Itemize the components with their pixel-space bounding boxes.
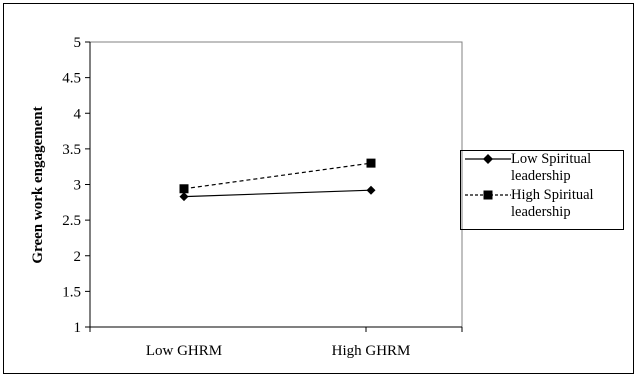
series-layer — [179, 158, 376, 202]
data-point-diamond — [366, 185, 376, 195]
legend-label-high-line2: leadership — [511, 204, 571, 220]
y-tick-label: 1 — [74, 320, 82, 336]
series-line-1 — [183, 162, 372, 190]
data-point-square — [366, 158, 376, 168]
y-axis-title: Green work engagement — [30, 106, 46, 263]
y-tick-label: 2.5 — [62, 213, 81, 229]
y-tick-label: 1.5 — [62, 284, 81, 300]
legend-label-low-line2: leadership — [511, 168, 571, 184]
legend: Low Spiritual leadership High Spiritual … — [460, 150, 624, 230]
y-axis: 1 1.5 2 2.5 3 3.5 4 4.5 5 — [62, 35, 91, 336]
plot-area — [89, 41, 463, 328]
x-axis: Low GHRM High GHRM — [89, 326, 463, 359]
data-point-square — [179, 184, 189, 194]
legend-label-high-line1: High Spiritual — [511, 187, 594, 203]
x-category-label: Low GHRM — [146, 343, 222, 359]
y-tick-label: 2 — [74, 249, 82, 265]
x-category-label: High GHRM — [332, 343, 411, 359]
series-line-0 — [183, 189, 372, 198]
legend-item-low-spiritual: Low Spiritual leadership — [461, 151, 623, 187]
legend-swatch-dashed-square — [465, 190, 511, 200]
legend-item-high-spiritual: High Spiritual leadership — [461, 187, 623, 223]
chart-frame — [3, 3, 634, 374]
y-tick-label: 3 — [74, 178, 82, 194]
y-tick-label: 5 — [74, 35, 82, 51]
data-point-diamond — [179, 192, 189, 202]
y-tick-label: 4.5 — [62, 71, 81, 87]
y-tick-label: 4 — [74, 106, 82, 122]
legend-swatch-solid-diamond — [465, 154, 511, 164]
y-tick-label: 3.5 — [62, 142, 81, 158]
legend-label-low-line1: Low Spiritual — [511, 151, 592, 167]
